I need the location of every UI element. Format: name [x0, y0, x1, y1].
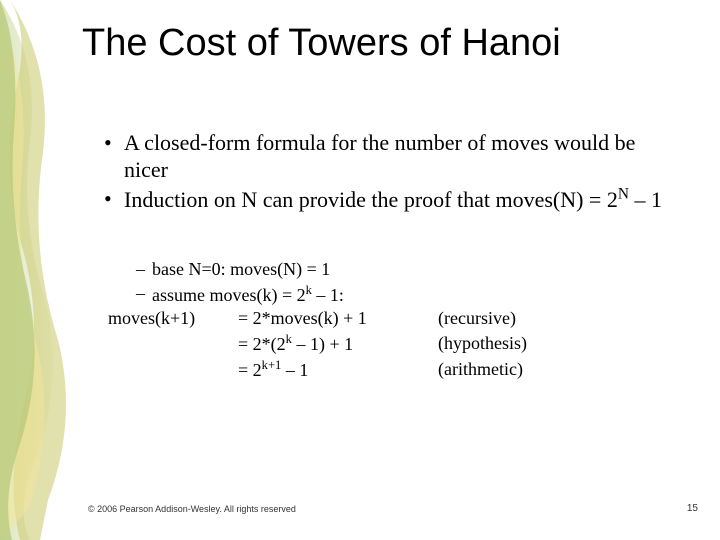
bullet-text: A closed-form formula for the number of … — [124, 130, 635, 182]
proof-note: (recursive) — [438, 306, 598, 331]
bullet-item: A closed-form formula for the number of … — [110, 130, 670, 184]
bullet-text: assume moves(k) = 2k – 1: — [152, 285, 344, 305]
bullet-item: Induction on N can provide the proof tha… — [110, 186, 670, 214]
page-number: 15 — [687, 503, 698, 514]
bullet-list-level1: A closed-form formula for the number of … — [110, 130, 670, 216]
proof-lhs: moves(k+1) — [108, 306, 238, 331]
proof-rhs: = 2*(2k – 1) + 1 — [238, 331, 438, 357]
proof-block: moves(k+1) = 2*moves(k) + 1 (recursive) … — [108, 306, 668, 384]
bullet-item: assume moves(k) = 2k – 1: — [136, 282, 676, 307]
proof-rhs: = 2k+1 – 1 — [238, 357, 438, 383]
proof-note: (arithmetic) — [438, 357, 598, 383]
proof-lhs — [108, 357, 238, 383]
proof-row: = 2*(2k – 1) + 1 (hypothesis) — [108, 331, 668, 357]
bullet-text: Induction on N can provide the proof tha… — [124, 187, 662, 212]
proof-rhs: = 2*moves(k) + 1 — [238, 306, 438, 331]
slide-title: The Cost of Towers of Hanoi — [82, 22, 561, 65]
bullet-text: base N=0: moves(N) = 1 — [152, 259, 330, 279]
copyright-footer: © 2006 Pearson Addison-Wesley. All right… — [88, 504, 296, 514]
slide: The Cost of Towers of Hanoi A closed-for… — [0, 0, 720, 540]
proof-lhs — [108, 331, 238, 357]
proof-row: moves(k+1) = 2*moves(k) + 1 (recursive) — [108, 306, 668, 331]
proof-note: (hypothesis) — [438, 331, 598, 357]
bullet-list-level2: base N=0: moves(N) = 1 assume moves(k) =… — [136, 258, 676, 309]
proof-row: = 2k+1 – 1 (arithmetic) — [108, 357, 668, 383]
bullet-item: base N=0: moves(N) = 1 — [136, 258, 676, 281]
